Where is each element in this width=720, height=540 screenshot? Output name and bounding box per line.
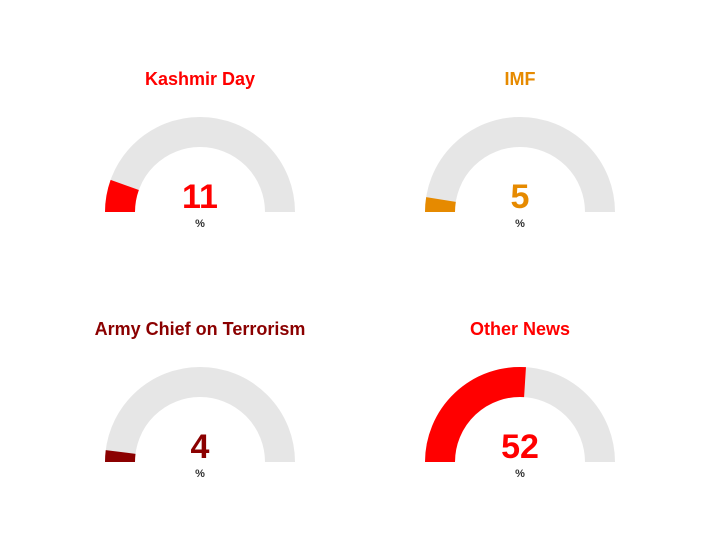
gauge-chart: 5 % xyxy=(410,102,630,222)
gauge-title: Other News xyxy=(470,319,570,340)
gauge-imf: IMF 5 % xyxy=(360,20,680,270)
gauge-title: Army Chief on Terrorism xyxy=(95,319,306,340)
gauge-other-news: Other News 52 % xyxy=(360,270,680,520)
gauge-value: 4 xyxy=(90,430,310,464)
gauge-title: IMF xyxy=(505,69,536,90)
gauge-value: 5 xyxy=(410,180,630,214)
gauge-chart: 4 % xyxy=(90,352,310,472)
gauge-kashmir-day: Kashmir Day 11 % xyxy=(40,20,360,270)
gauge-title: Kashmir Day xyxy=(145,69,255,90)
percent-symbol: % xyxy=(90,468,310,480)
gauge-chart: 11 % xyxy=(90,102,310,222)
gauge-value: 52 xyxy=(410,430,630,464)
gauge-army-chief: Army Chief on Terrorism 4 % xyxy=(40,270,360,520)
percent-symbol: % xyxy=(90,218,310,230)
gauge-value: 11 xyxy=(90,180,310,214)
percent-symbol: % xyxy=(410,218,630,230)
gauge-chart: 52 % xyxy=(410,352,630,472)
percent-symbol: % xyxy=(410,468,630,480)
